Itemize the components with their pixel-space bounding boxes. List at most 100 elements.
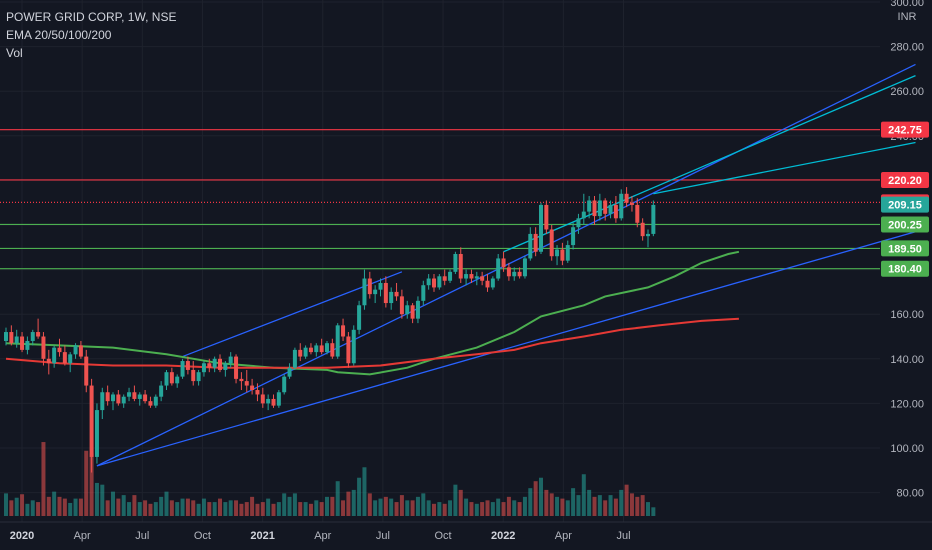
candle	[36, 318, 41, 339]
candle-body	[4, 332, 8, 341]
candle-body	[528, 233, 533, 259]
volume-indicator-label[interactable]: Vol	[6, 46, 23, 60]
price-badge: 189.50	[881, 240, 929, 257]
price-badge-bg	[881, 216, 929, 233]
volume-bar	[239, 503, 244, 516]
volume-bar	[458, 489, 463, 516]
candle-body	[421, 285, 426, 301]
candle	[116, 390, 121, 406]
candle-body	[223, 363, 228, 370]
candle	[25, 336, 30, 355]
candle	[52, 345, 57, 368]
candle	[153, 394, 158, 408]
candle	[640, 218, 645, 241]
volume-bar	[196, 503, 201, 516]
x-tick-label: Oct	[434, 530, 451, 542]
candle	[121, 394, 126, 408]
volume-bar	[89, 453, 94, 516]
volume-bar	[127, 502, 132, 516]
candle-body	[619, 193, 624, 219]
candle	[533, 227, 538, 257]
ema-indicator-label[interactable]: EMA 20/50/100/200	[6, 28, 112, 42]
candle	[635, 198, 640, 228]
volume-bar	[94, 482, 99, 516]
candle-body	[624, 193, 629, 203]
candle-body	[432, 278, 436, 288]
volume-bar	[603, 500, 608, 516]
candle	[4, 327, 8, 346]
candle-body	[539, 204, 543, 252]
candle	[613, 196, 618, 223]
volume-bar	[132, 495, 137, 516]
candle-body	[266, 398, 271, 404]
candle-body	[175, 376, 180, 384]
candle-body	[501, 258, 506, 268]
candle	[169, 367, 174, 386]
candle-body	[276, 392, 281, 406]
volume-bar	[501, 502, 506, 516]
candle-body	[426, 278, 431, 286]
candle	[325, 340, 329, 355]
volume-bar	[490, 502, 495, 516]
candle-body	[330, 343, 335, 357]
candle-body	[180, 361, 185, 377]
chart-legend: POWER GRID CORP, 1W, NSE EMA 20/50/100/2…	[6, 8, 176, 62]
candle	[260, 387, 265, 408]
volume-bar	[351, 489, 356, 516]
candle	[351, 325, 356, 366]
candle-body	[255, 390, 260, 395]
volume-bar	[73, 498, 78, 516]
candle-body	[159, 385, 164, 397]
price-badge: 200.25	[881, 216, 929, 233]
volume-bar	[335, 481, 340, 516]
price-badge-bg	[881, 171, 929, 188]
candle	[399, 289, 404, 319]
candle-body	[228, 356, 233, 364]
volume-bar	[571, 488, 576, 516]
volume-bar	[223, 502, 228, 516]
candlesticks	[4, 187, 656, 473]
candle	[14, 329, 19, 348]
candle-body	[603, 200, 608, 214]
candle-body	[143, 394, 148, 402]
symbol-title[interactable]: POWER GRID CORP, 1W, NSE	[6, 10, 177, 24]
candle	[57, 338, 62, 357]
volume-bar	[57, 496, 62, 516]
volume-bar	[453, 484, 458, 516]
candle	[603, 198, 608, 221]
candle	[164, 369, 169, 391]
candle-body	[448, 271, 453, 281]
trendlines	[96, 63, 916, 467]
candle-body	[121, 396, 126, 404]
candle-body	[399, 296, 404, 315]
candle-body	[116, 394, 121, 404]
candle	[287, 363, 292, 379]
candle	[255, 383, 260, 402]
volume-bar	[46, 496, 51, 516]
candle	[175, 374, 180, 388]
candle-body	[298, 349, 303, 357]
candle-body	[496, 258, 501, 279]
candle-body	[62, 352, 67, 364]
candle-body	[415, 300, 420, 319]
candle-body	[41, 336, 46, 359]
candle	[421, 280, 426, 306]
y-tick-label: 120.00	[890, 398, 924, 410]
volume-bar	[68, 502, 73, 516]
candle-body	[474, 276, 479, 279]
volume-bar	[389, 498, 394, 516]
candle-body	[458, 253, 463, 279]
price-badge: 180.40	[881, 260, 929, 277]
volume-bar	[244, 502, 249, 516]
candle-body	[512, 271, 517, 277]
candle-body	[111, 394, 115, 402]
candle	[544, 200, 549, 234]
candle	[89, 378, 94, 473]
price-badge: 209.15	[881, 196, 929, 213]
candle	[314, 343, 319, 357]
candle-body	[576, 218, 581, 228]
candle	[78, 340, 83, 359]
volume-bar	[314, 500, 319, 516]
volume-bar	[4, 493, 8, 516]
